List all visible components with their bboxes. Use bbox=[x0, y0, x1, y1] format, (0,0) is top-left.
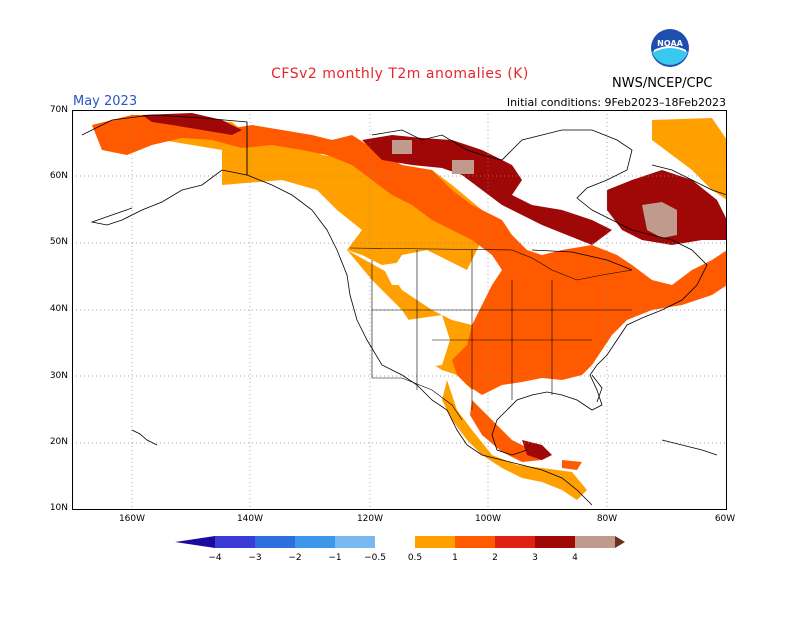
colorbar-segment-neg3-neg2 bbox=[255, 536, 295, 548]
lon-label: 60W bbox=[714, 514, 736, 524]
colorbar-segment-4-5 bbox=[575, 536, 615, 548]
anomaly-3-4-region bbox=[392, 140, 677, 238]
colorbar-label: 4 bbox=[572, 553, 578, 563]
lat-label: 50N bbox=[49, 237, 68, 247]
colorbar-segment-3-4 bbox=[535, 536, 575, 548]
map-frame bbox=[72, 110, 727, 510]
colorbar-segment-05-1 bbox=[415, 536, 455, 548]
lat-label: 70N bbox=[49, 105, 68, 115]
colorbar-label: −1 bbox=[328, 553, 341, 563]
colorbar-segment-neg2-neg1 bbox=[295, 536, 335, 548]
lon-label: 120W bbox=[356, 514, 384, 524]
noaa-logo-icon: NOAA bbox=[651, 29, 689, 67]
lat-label: 60N bbox=[49, 171, 68, 181]
colorbar-segment-lt-neg4 bbox=[175, 536, 215, 548]
lat-label: 40N bbox=[49, 304, 68, 314]
political-borders bbox=[246, 122, 633, 421]
colorbar-segment-1-2 bbox=[455, 536, 495, 548]
logo-text: NOAA bbox=[657, 39, 683, 48]
colorbar-label: −2 bbox=[288, 553, 301, 563]
colorbar-label: 2 bbox=[492, 553, 498, 563]
lon-label: 100W bbox=[474, 514, 502, 524]
chart-title: CFSv2 monthly T2m anomalies (K) bbox=[271, 66, 529, 82]
lon-label: 140W bbox=[236, 514, 264, 524]
coastlines bbox=[81, 114, 727, 506]
colorbar-segment-neg1-neg05 bbox=[335, 536, 375, 548]
colorbar: −4 −3 −2 −1 −0.5 0.5 1 2 3 4 bbox=[175, 536, 625, 563]
colorbar-label: −3 bbox=[248, 553, 261, 563]
colorbar-segment-neg4-neg3 bbox=[215, 536, 255, 548]
lat-label: 10N bbox=[49, 503, 68, 513]
initial-conditions: Initial conditions: 9Feb2023–18Feb2023 bbox=[506, 96, 726, 109]
colorbar-label: −0.5 bbox=[364, 553, 386, 563]
forecast-month: May 2023 bbox=[73, 94, 138, 109]
near-normal-region bbox=[337, 130, 632, 378]
colorbar-segment-neutral bbox=[375, 536, 415, 548]
colorbar-segment-2-3 bbox=[495, 536, 535, 548]
lat-label: 30N bbox=[49, 371, 68, 381]
anomaly-map bbox=[72, 110, 727, 510]
colorbar-segment-gt-5 bbox=[615, 536, 625, 548]
lon-label: 160W bbox=[118, 514, 146, 524]
colorbar-label: 1 bbox=[452, 553, 458, 563]
org-label: NWS/NCEP/CPC bbox=[612, 76, 713, 91]
lat-label: 20N bbox=[49, 437, 68, 447]
colorbar-label: 0.5 bbox=[408, 553, 422, 563]
colorbar-label: −4 bbox=[208, 553, 222, 563]
anomaly-1-2-region bbox=[92, 115, 727, 470]
lon-label: 80W bbox=[596, 514, 618, 524]
colorbar-label: 3 bbox=[532, 553, 538, 563]
